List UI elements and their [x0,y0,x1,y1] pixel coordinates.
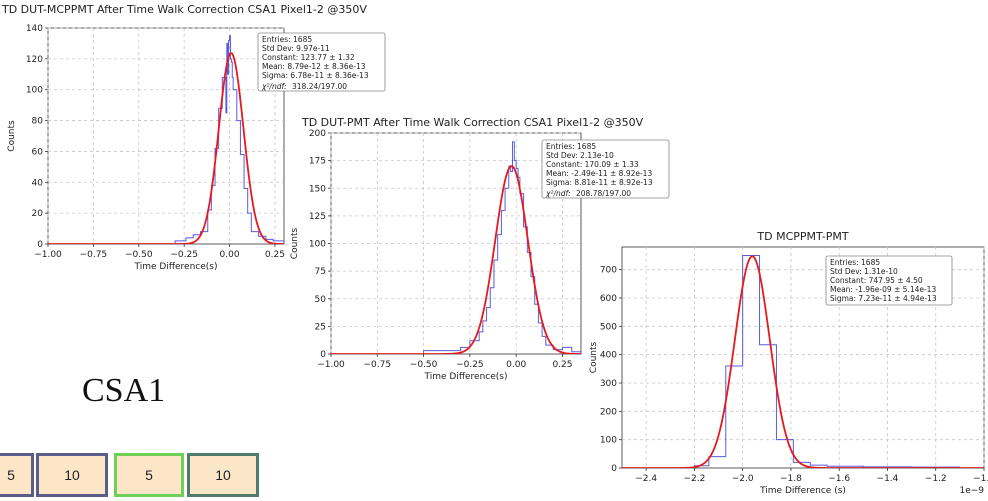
y-tick-label: 200 [309,129,326,139]
y-tick-label: 700 [600,266,617,276]
stats-line: Std Dev: 9.97e-11 [262,44,330,53]
x-tick-label: −1.4 [877,474,899,484]
stats-line: Constant: 123.77 ± 1.32 [262,53,355,62]
y-tick-label: 120 [26,55,43,65]
x-tick-label: −1.6 [828,474,850,484]
y-tick-label: 25 [315,322,326,332]
y-tick-label: 100 [600,436,617,446]
fit-curve [331,165,581,354]
y-tick-label: 500 [600,322,617,332]
y-tick-label: 140 [26,24,43,34]
y-axis-label: Counts [290,227,300,259]
stats-line: Sigma: 8.81e-11 ± 8.92e-13 [546,178,653,187]
y-tick-label: 125 [309,212,326,222]
pixel-cell: 10 [36,453,108,497]
stats-line: Mean: -2.49e-11 ± 8.92e-13 [546,169,652,178]
chi2-symbol: χ²/ndf: [261,82,287,91]
y-tick-label: 100 [309,240,326,250]
x-tick-label: −2.0 [732,474,754,484]
y-axis-label: Counts [589,341,599,373]
stats-line: Sigma: 6.78e-11 ± 8.36e-13 [262,71,369,80]
stats-line: Constant: 170.09 ± 1.33 [546,160,639,169]
x-tick-label: −0.25 [456,360,484,370]
y-tick-label: 40 [32,178,44,188]
x-tick-label: 0.00 [220,250,240,260]
histogram-series [622,255,984,468]
stats-line: Mean: 8.79e-12 ± 8.36e-13 [262,62,366,71]
histogram-series [331,141,581,354]
chi2-value: 208.78/197.00 [576,189,631,198]
stats-line: Sigma: 7.23e-11 ± 4.94e-13 [830,294,937,303]
fit-curve [622,255,984,468]
plot-area [47,27,285,245]
y-tick-label: 100 [26,86,43,96]
x-axis-label: Time Difference(s) [134,262,218,272]
y-tick-label: 0 [611,464,617,474]
x-tick-label: −0.50 [410,360,438,370]
stats-line: Entries: 1685 [830,258,880,267]
x-tick-label: −0.50 [125,250,153,260]
y-tick-label: 75 [315,267,326,277]
y-tick-label: 0 [320,350,326,360]
x-tick-label: 0.25 [552,360,572,370]
x-tick-label: −1.2 [925,474,947,484]
stats-line: Mean: -1.96e-09 ± 5.14e-13 [830,285,936,294]
x-tick-label: −1.00 [317,360,345,370]
x-tick-label: −2.4 [635,474,657,484]
y-tick-label: 175 [309,157,326,167]
csa-label: CSA1 [82,372,166,409]
y-tick-label: 400 [600,351,617,361]
y-axis-label: Counts [7,120,17,152]
stats-frame [541,139,670,199]
y-tick-label: 600 [600,294,617,304]
x-tick-label: −2.2 [683,474,705,484]
y-tick-label: 60 [32,147,44,157]
y-tick-label: 150 [309,184,326,194]
x-scale-label: 1e−9 [959,486,984,496]
stats-frame [825,255,953,306]
stats-line: Entries: 1685 [262,35,312,44]
pixel-cell: 5 [0,453,34,497]
stats-line: Std Dev: 1.31e-10 [830,267,898,276]
x-axis-label: Time Difference (s) [759,486,846,496]
x-tick-label: −0.75 [363,360,391,370]
stats-line: Constant: 747.95 ± 4.50 [830,276,923,285]
chi2-value: 318.24/197.00 [292,82,347,91]
fit-curve [48,52,284,244]
x-tick-label: 0.00 [506,360,526,370]
y-tick-label: 200 [600,407,617,417]
y-tick-label: 0 [37,240,43,250]
x-tick-label: −1.00 [34,250,62,260]
x-tick-label: −0.75 [80,250,108,260]
histogram-series [48,35,284,244]
chart-dut-mcppmt: TD DUT-MCPPMT After Time Walk Correction… [1,3,386,272]
stats-frame [257,32,386,92]
y-tick-label: 80 [32,117,44,127]
stats-line: Std Dev: 2.13e-10 [546,151,614,160]
chart-mcppmt-pmt: TD MCPPMT-PMT 0 100 200 300 400 500 600 700 −2.4 −… [589,230,988,496]
chart-title: TD DUT-MCPPMT After Time Walk Correction… [1,3,367,16]
pixel-cell: 5 [114,453,184,497]
y-tick-label: 50 [315,295,327,305]
y-tick-label: 300 [600,379,617,389]
x-tick-label: −0.25 [170,250,198,260]
x-tick-label: −1.8 [780,474,802,484]
x-tick-label: 0.25 [265,250,285,260]
chart-dut-pmt: TD DUT-PMT After Time Walk Correction CS… [290,116,670,382]
chi2-symbol: χ²/ndf: [545,189,571,198]
stats-line: Entries: 1685 [546,142,596,151]
x-axis-label: Time Difference(s) [424,372,508,382]
y-tick-label: 20 [32,209,44,219]
x-tick-label: −1.0 [973,474,988,484]
chart-title: TD DUT-PMT After Time Walk Correction CS… [301,116,644,129]
chart-title: TD MCPPMT-PMT [756,230,848,243]
pixel-cell: 10 [187,453,259,497]
plot-area [330,132,582,355]
